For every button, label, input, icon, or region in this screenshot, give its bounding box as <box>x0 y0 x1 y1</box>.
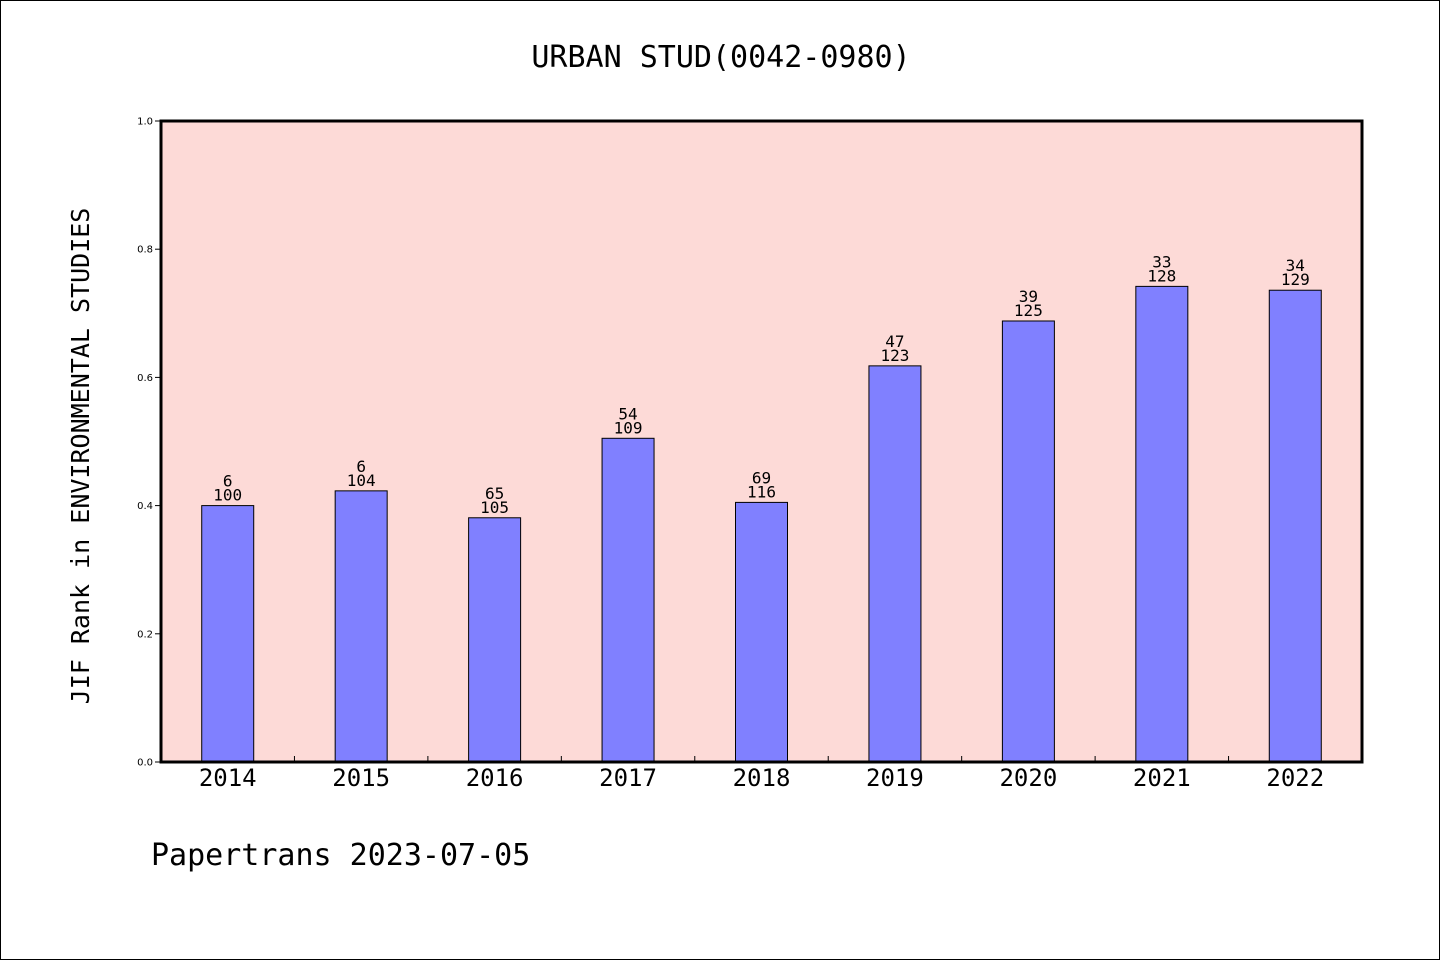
bar-rank-label: 65 <box>485 484 504 503</box>
x-tick-label: 2015 <box>332 764 390 792</box>
y-tick-label: 0.6 <box>137 373 153 384</box>
bar-rank-label: 54 <box>618 404 637 423</box>
x-tick-label: 2017 <box>599 764 657 792</box>
bar-2022 <box>1268 289 1322 763</box>
bar-rank-label: 6 <box>223 472 233 491</box>
y-tick-label: 0.4 <box>137 501 153 512</box>
y-tick-label: 0.8 <box>137 245 153 256</box>
bar-labels: 6100610465105541096911647123391253312834… <box>213 252 1309 516</box>
x-tick-label: 2021 <box>1133 764 1191 792</box>
bar-rank-label: 39 <box>1019 287 1038 306</box>
plot-border <box>159 119 1364 764</box>
y-tick-label: 1.0 <box>137 117 153 128</box>
bar-2016 <box>468 517 522 763</box>
footer-credit: Papertrans 2023-07-05 <box>151 838 530 873</box>
bar-2021 <box>1135 285 1189 763</box>
bar-rank-label: 33 <box>1152 252 1171 271</box>
bar-total-label: 104 <box>347 471 376 490</box>
x-tick-label: 2022 <box>1266 764 1324 792</box>
bar-rank-label: 47 <box>885 332 904 351</box>
bar-rank-label: 69 <box>752 468 771 487</box>
bar-total-label: 125 <box>1014 301 1043 320</box>
y-tick-label: 0.0 <box>137 758 153 769</box>
bar-2014 <box>201 505 255 763</box>
bar-total-label: 109 <box>614 418 643 437</box>
x-tick-label: 2020 <box>999 764 1057 792</box>
x-tick-label: 2018 <box>733 764 791 792</box>
bar-2019 <box>868 365 922 763</box>
bar-total-label: 129 <box>1281 270 1310 289</box>
bar-2020 <box>1001 320 1055 763</box>
bar-total-label: 100 <box>213 486 242 505</box>
y-tick-label: 0.2 <box>137 629 153 640</box>
y-axis-ticks: 0.0 0.2 0.4 0.6 0.8 1.0 <box>137 117 161 769</box>
bar-total-label: 116 <box>747 482 776 501</box>
bar-total-label: 105 <box>480 498 509 517</box>
bar-series <box>201 285 1322 763</box>
x-tick-label: 2014 <box>199 764 257 792</box>
bar-total-label: 123 <box>880 346 909 365</box>
chart-title: URBAN STUD(0042-0980) <box>531 40 910 75</box>
bar-rank-label: 6 <box>356 457 366 476</box>
bar-2017 <box>601 437 655 763</box>
y-axis-label: JIF Rank in ENVIRONMENTAL STUDIES <box>66 208 95 705</box>
bar-rank-label: 34 <box>1286 256 1305 275</box>
bar-total-label: 128 <box>1147 266 1176 285</box>
bar-2015 <box>334 490 388 763</box>
x-axis-ticks: 2014 2015 2016 2017 2018 2019 2020 2021 2022 <box>199 756 1324 792</box>
bar-2018 <box>735 501 788 763</box>
x-tick-label: 2016 <box>466 764 524 792</box>
x-tick-label: 2019 <box>866 764 924 792</box>
